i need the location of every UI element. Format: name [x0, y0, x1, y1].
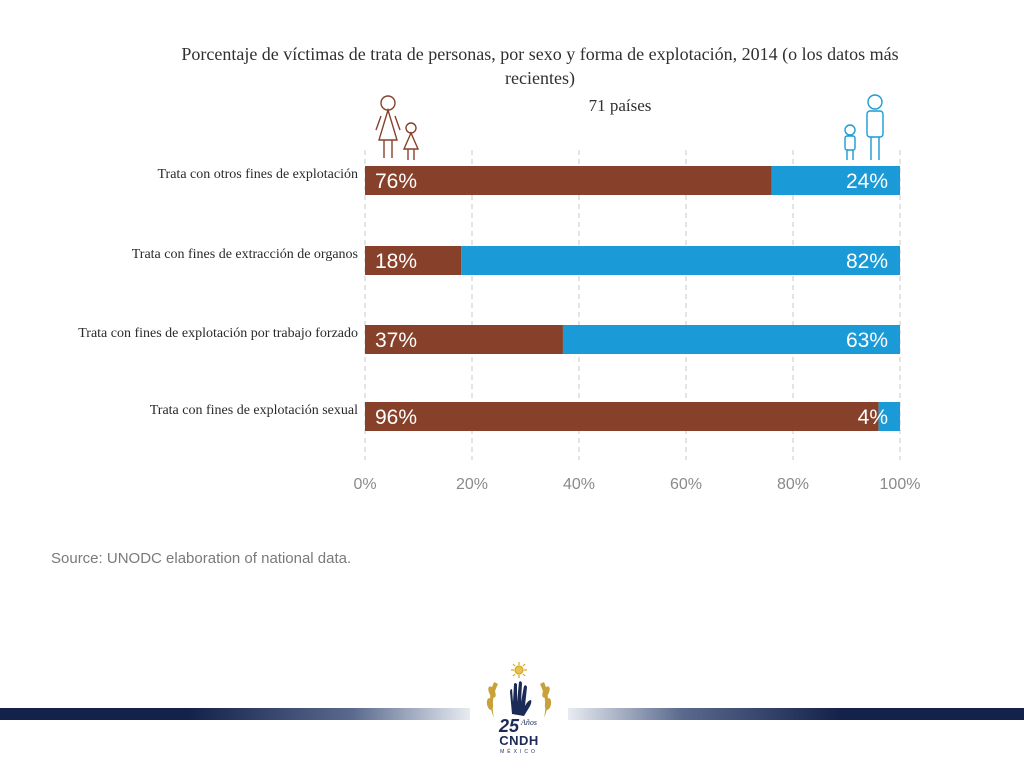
bar-female [365, 325, 563, 354]
male-figures-icon [844, 94, 884, 160]
category-label: Trata con fines de extracción de organos [132, 247, 358, 262]
logo-anniversary-number: 25 [499, 716, 520, 736]
x-tick-label: 40% [563, 476, 595, 493]
logo-country: MÉXICO [500, 749, 538, 755]
grid-lines [364, 150, 901, 460]
bar-male [771, 166, 900, 195]
category-label: Trata con fines de explotación por traba… [78, 326, 358, 341]
bar-male [562, 325, 900, 354]
data-label-female: 18% [375, 250, 417, 273]
bar-male [878, 402, 900, 431]
x-tick-label: 0% [353, 476, 376, 493]
footer-bar-right [568, 708, 1024, 720]
data-label-male: 82% [846, 250, 888, 273]
category-label: Trata con otros fines de explotación [158, 167, 359, 182]
chart-title: Porcentaje de víctimas de trata de perso… [181, 44, 899, 88]
cndh-logo [486, 662, 552, 718]
female-figures-icon [375, 95, 420, 160]
logo-org-name: CNDH [499, 733, 539, 748]
chart-subtitle: 71 países [588, 96, 652, 115]
x-tick-label: 80% [777, 476, 809, 493]
data-label-male: 4% [858, 406, 888, 429]
x-tick-labels: 0% 20% 40% 60% 80% 100% [353, 476, 920, 493]
category-labels: Trata con otros fines de explotación Trat… [78, 167, 358, 418]
data-label-female: 76% [375, 170, 417, 193]
sun-icon [511, 662, 527, 678]
bars: 76% 24% 18% 82% 37% 63% 96% 4% [365, 166, 900, 431]
data-label-male: 24% [846, 170, 888, 193]
stacked-bar-chart: 76% 24% 18% 82% 37% 63% 96% 4% Trata con otros … [78, 94, 920, 493]
laurel-wreath-icon [486, 682, 552, 718]
bar-male [461, 246, 900, 275]
data-label-male: 63% [846, 329, 888, 352]
x-tick-label: 60% [670, 476, 702, 493]
bar-female [365, 166, 772, 195]
footer-bar-left [0, 708, 470, 720]
x-tick-label: 20% [456, 476, 488, 493]
data-label-female: 96% [375, 406, 417, 429]
category-label: Trata con fines de explotación sexual [150, 403, 358, 418]
data-label-female: 37% [375, 329, 417, 352]
source-note: Source: UNODC elaboration of national da… [51, 550, 352, 567]
x-tick-label: 100% [880, 476, 921, 493]
bar-female [365, 402, 879, 431]
bar-female [365, 246, 462, 275]
logo-anniversary-years: Años [521, 718, 537, 727]
raised-hand-icon [510, 681, 532, 716]
